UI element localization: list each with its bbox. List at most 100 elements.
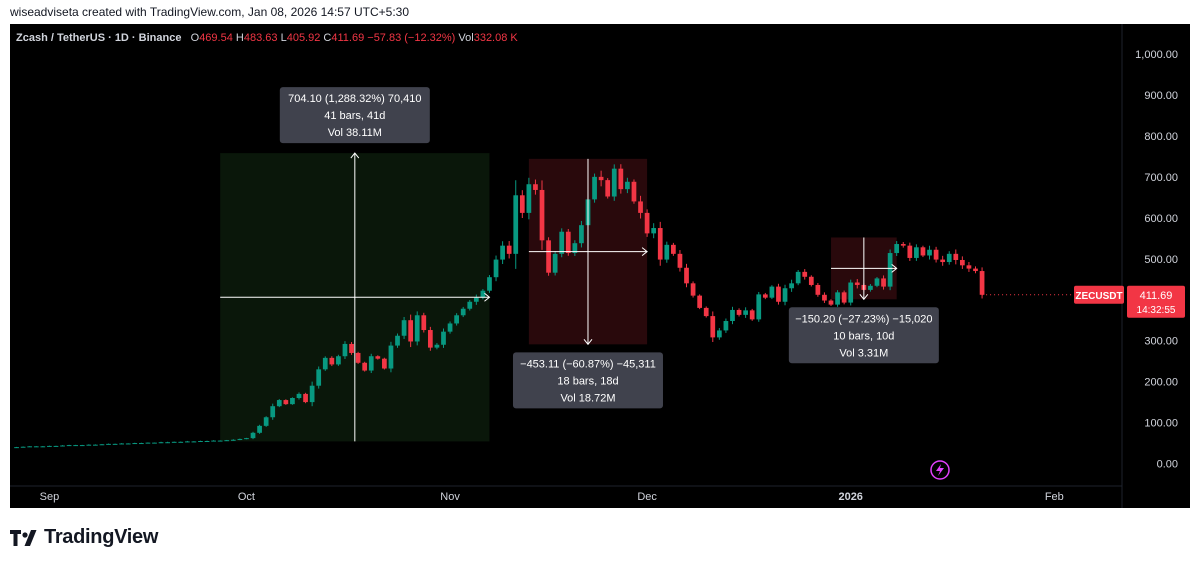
candle-body xyxy=(93,444,98,446)
candle xyxy=(230,439,236,441)
candle-body xyxy=(290,398,295,405)
candle-body xyxy=(519,195,525,213)
candle xyxy=(263,416,269,427)
candle-body xyxy=(355,352,361,363)
candle-body xyxy=(697,295,703,308)
candle xyxy=(848,279,854,306)
candle xyxy=(743,307,748,318)
candle-body xyxy=(480,290,486,298)
candle xyxy=(198,440,203,442)
candle-body xyxy=(467,301,473,309)
candle-body xyxy=(815,284,821,295)
candle xyxy=(644,209,650,237)
volume-label: Vol xyxy=(458,32,474,44)
candle-body xyxy=(250,432,256,439)
lightning-icon[interactable] xyxy=(930,460,950,480)
candle xyxy=(854,279,860,289)
close-value: 411.69 xyxy=(331,32,365,44)
candle-body xyxy=(60,445,65,447)
candle xyxy=(907,242,913,261)
candle xyxy=(283,399,289,405)
candle xyxy=(427,326,433,351)
range-arrow-horizontal xyxy=(641,247,648,256)
candle xyxy=(211,440,216,442)
range-arrow-vertical xyxy=(350,152,360,159)
candle-body xyxy=(539,189,545,241)
candle xyxy=(14,446,19,449)
candle-body xyxy=(835,292,840,305)
candle-body xyxy=(953,253,959,260)
range-label-line: 41 bars, 41d xyxy=(324,110,385,122)
candle xyxy=(519,190,525,219)
x-tick-label: 2026 xyxy=(838,491,862,503)
candle-body xyxy=(625,181,630,190)
candle xyxy=(473,294,479,305)
candle-body xyxy=(119,443,125,445)
candle-body xyxy=(966,265,972,269)
candle xyxy=(526,177,532,220)
candle-body xyxy=(611,168,617,197)
candle xyxy=(79,444,85,447)
candle xyxy=(611,164,617,201)
candle xyxy=(966,261,972,272)
candle-body xyxy=(526,184,532,213)
candle-body xyxy=(296,393,302,398)
candle-body xyxy=(362,362,368,371)
candle xyxy=(375,355,381,360)
candle-body xyxy=(152,442,157,444)
candle-body xyxy=(795,271,801,284)
candle xyxy=(368,353,374,374)
candle xyxy=(651,223,657,239)
candle xyxy=(802,269,808,280)
candle-body xyxy=(230,439,236,441)
ohlc-legend: Zcash / TetherUS · 1D · Binance O469.54 … xyxy=(16,32,518,44)
candle-body xyxy=(329,357,335,365)
candle xyxy=(316,366,322,389)
candle-body xyxy=(894,244,900,254)
candle xyxy=(460,306,466,318)
candle-body xyxy=(395,335,400,346)
candle xyxy=(204,440,210,442)
candle-body xyxy=(224,440,230,442)
volume-value: 332.08 K xyxy=(473,32,518,44)
candle xyxy=(119,443,125,445)
price-tag-value: 411.69 xyxy=(1140,290,1173,302)
candle-body xyxy=(592,176,597,200)
candle-body xyxy=(651,228,657,234)
x-tick-label: Sep xyxy=(40,491,60,503)
candle-body xyxy=(684,267,689,284)
x-tick-label: Nov xyxy=(440,491,460,503)
candle-body xyxy=(736,309,742,315)
candle-body xyxy=(848,282,854,303)
candle-body xyxy=(762,294,768,298)
candle xyxy=(467,299,473,311)
candle xyxy=(138,442,144,445)
candle xyxy=(723,318,729,333)
candle-body xyxy=(303,393,308,403)
candle xyxy=(973,266,978,274)
range-arrow-horizontal xyxy=(891,263,898,273)
candle-body xyxy=(132,443,138,445)
candle xyxy=(106,443,111,445)
range-label-line: 18 bars, 18d xyxy=(557,375,618,387)
candle-body xyxy=(99,444,105,446)
candle-body xyxy=(900,244,906,246)
range-label-line: 10 bars, 10d xyxy=(833,330,894,342)
range-label-line: −150.20 (−27.23%) −15,020 xyxy=(795,313,932,325)
candle xyxy=(500,241,505,265)
candle xyxy=(940,255,946,266)
candle xyxy=(506,241,512,259)
candle xyxy=(979,267,985,299)
candle-body xyxy=(710,316,716,338)
candle-body xyxy=(368,356,374,371)
candle xyxy=(99,444,105,446)
candle-body xyxy=(920,247,926,256)
candle-body xyxy=(257,425,262,433)
chart-frame[interactable]: 1,000.00 900.00 800.00 700.00 600.00 500.00 40… xyxy=(10,24,1190,508)
candle-body xyxy=(513,195,519,254)
candle xyxy=(749,308,755,321)
candle-body xyxy=(572,243,578,254)
open-value: 469.54 xyxy=(199,32,233,44)
candlestick-chart[interactable]: 1,000.00 900.00 800.00 700.00 600.00 500.00 40… xyxy=(10,24,1190,508)
candle xyxy=(276,399,282,408)
